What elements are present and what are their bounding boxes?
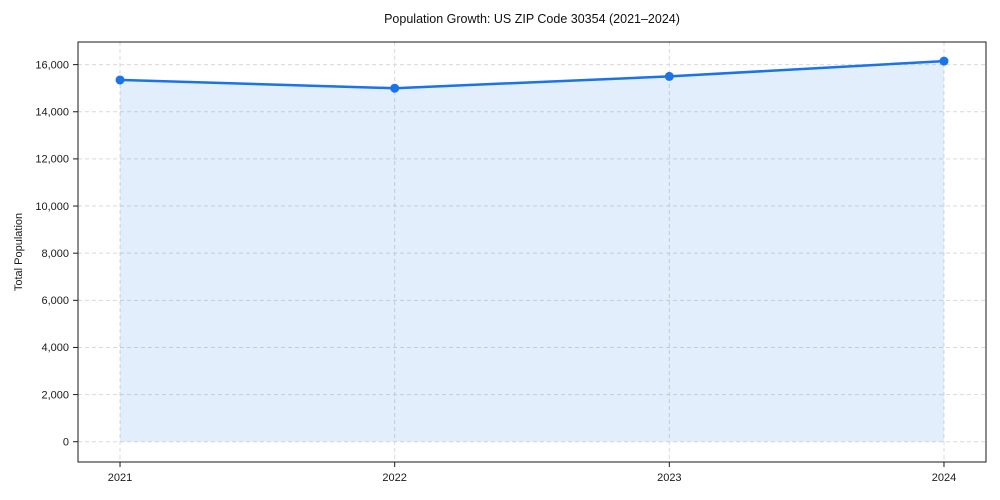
x-tick-label: 2023 bbox=[657, 472, 681, 484]
y-tick-label: 6,000 bbox=[41, 295, 69, 307]
y-tick-label: 8,000 bbox=[41, 248, 69, 260]
y-tick-label: 14,000 bbox=[35, 107, 69, 119]
data-line bbox=[118, 59, 946, 90]
x-tick-label: 2021 bbox=[108, 472, 132, 484]
y-tick-label: 4,000 bbox=[41, 342, 69, 354]
x-tick-label: 2024 bbox=[932, 472, 956, 484]
data-point-marker bbox=[390, 83, 400, 93]
y-tick-label: 2,000 bbox=[41, 389, 69, 401]
data-point-marker bbox=[664, 71, 674, 81]
y-tick-label: 10,000 bbox=[35, 201, 69, 213]
y-tick-label: 12,000 bbox=[35, 154, 69, 166]
chart-title: Population Growth: US ZIP Code 30354 (20… bbox=[384, 12, 680, 26]
area-fill bbox=[120, 61, 944, 442]
axes-spines bbox=[77, 41, 987, 463]
x-tick-label: 2022 bbox=[382, 472, 406, 484]
data-point-marker bbox=[115, 75, 125, 85]
y-tick-label: 16,000 bbox=[35, 59, 69, 71]
y-tick-label: 0 bbox=[63, 436, 69, 448]
data-point-marker bbox=[939, 56, 949, 66]
